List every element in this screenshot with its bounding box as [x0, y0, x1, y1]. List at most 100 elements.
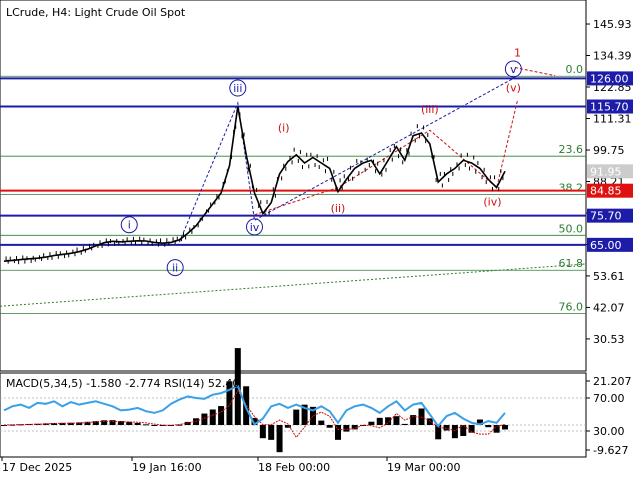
wave-label: (v) — [506, 81, 521, 94]
indicator-axis: 21.207 70.00 30.00 -9.627 — [586, 375, 632, 457]
wave-circle — [504, 60, 522, 78]
fib-label: 23.6 — [559, 143, 584, 156]
indicator-series — [0, 348, 586, 453]
macd-bar — [151, 425, 158, 426]
price-tag — [587, 99, 633, 114]
wave-circle — [120, 216, 138, 234]
macd-bar — [343, 425, 350, 432]
macd-bar — [351, 425, 358, 430]
fib-label: 38.2 — [559, 181, 584, 194]
macd-bar — [401, 423, 408, 425]
price-tag — [587, 237, 633, 252]
price-axis-label: 111.31 — [593, 112, 632, 125]
price-tag — [587, 71, 633, 86]
price-axis-label: 145.93 — [593, 18, 632, 31]
fib-label: 76.0 — [559, 301, 584, 314]
main-pane — [0, 0, 587, 372]
indicator-axis-label: 30.00 — [593, 425, 625, 438]
fib-label: 61.8 — [559, 257, 584, 270]
price-axis-label: 99.75 — [593, 144, 625, 157]
macd-bar — [1, 425, 7, 426]
wave-circle — [229, 79, 247, 97]
fib-label: 0.0 — [566, 63, 584, 76]
wave-label: (ii) — [331, 202, 346, 215]
macd-bar — [276, 425, 283, 453]
macd-bar — [360, 425, 367, 426]
macd-bar — [92, 421, 99, 425]
time-axis-label: 19 Jan 16:00 — [132, 461, 202, 474]
current-price-label: 91.95 — [590, 165, 622, 178]
indicator-header: MACD(5,34,5) -1.580 -2.774 RSI(14) 52.40 — [6, 377, 239, 390]
wave-circle — [246, 218, 263, 236]
wave-label: iv — [250, 221, 260, 234]
time-axis: 17 Dec 2025 19 Jan 16:00 18 Feb 00:00 19 Ma… — [1, 457, 460, 474]
macd-bar — [376, 417, 383, 425]
macd-bar — [410, 415, 417, 425]
time-axis-label: 19 Mar 00:00 — [387, 461, 460, 474]
price-tag — [587, 183, 633, 198]
macd-bar — [42, 423, 49, 425]
price-tags: 126.00 115.70 84.85 75.70 65.00 91.95 — [587, 71, 633, 252]
indicator-axis-label: 21.207 — [593, 375, 632, 388]
price-tag-label: 65.00 — [590, 239, 622, 252]
wave-label: iii — [233, 82, 242, 95]
price-axis: 145.93134.39122.85111.3199.7588.2176.676… — [586, 18, 632, 346]
indicator-axis-label: 70.00 — [593, 392, 625, 405]
macd-bar — [9, 424, 16, 426]
wave-label: (iv) — [483, 196, 501, 209]
wave-label: (iii) — [421, 103, 439, 116]
price-tag-label: 126.00 — [590, 72, 629, 85]
macd-bar — [201, 413, 208, 425]
wave-path-red — [254, 100, 519, 216]
wave-label: 1 — [514, 47, 521, 60]
wave-label: v — [510, 63, 517, 76]
macd-bar — [218, 406, 225, 425]
time-axis-label: 17 Dec 2025 — [2, 461, 72, 474]
price-axis-label: 134.39 — [593, 50, 632, 63]
price-axis-label: 30.53 — [593, 333, 625, 346]
macd-bar — [168, 425, 174, 426]
macd-bar — [393, 416, 400, 425]
indicator-axis-label: -9.627 — [593, 444, 628, 457]
wave-circle — [166, 259, 184, 277]
wave-label: ii — [172, 262, 178, 275]
time-axis-label: 18 Feb 00:00 — [258, 461, 330, 474]
macd-bar — [159, 425, 166, 426]
macd-signal-line — [3, 389, 506, 439]
macd-bar — [293, 409, 300, 425]
macd-bar — [109, 420, 116, 425]
macd-bar — [284, 425, 291, 428]
macd-bar — [84, 421, 91, 425]
wave-label: (i) — [278, 121, 290, 134]
trend-line — [0, 263, 587, 307]
macd-bar — [426, 418, 433, 425]
macd-bar — [226, 381, 233, 425]
macd-bar — [318, 420, 325, 425]
macd-bar — [134, 422, 141, 425]
macd-bar — [51, 423, 58, 425]
fib-label: 50.0 — [559, 222, 584, 235]
macd-bar — [117, 421, 124, 425]
macd-bar — [485, 425, 492, 428]
indicator-pane — [0, 372, 587, 458]
macd-bar — [268, 425, 275, 440]
macd-bar — [418, 408, 425, 425]
macd-bar — [251, 417, 258, 425]
macd-bar — [368, 421, 375, 425]
macd-bar — [301, 404, 308, 425]
macd-bar — [468, 425, 475, 433]
macd-bar — [259, 425, 266, 439]
macd-bar — [435, 425, 442, 440]
macd-bar — [476, 419, 483, 425]
macd-bar — [101, 420, 108, 425]
macd-bar — [209, 409, 216, 425]
price-tag — [587, 208, 633, 223]
macd-bar — [67, 422, 74, 425]
macd-bar — [451, 425, 458, 439]
wave-label: i — [128, 219, 131, 232]
price-line — [3, 106, 506, 262]
price-tag-label: 84.85 — [590, 185, 622, 198]
macd-bar — [493, 425, 500, 433]
